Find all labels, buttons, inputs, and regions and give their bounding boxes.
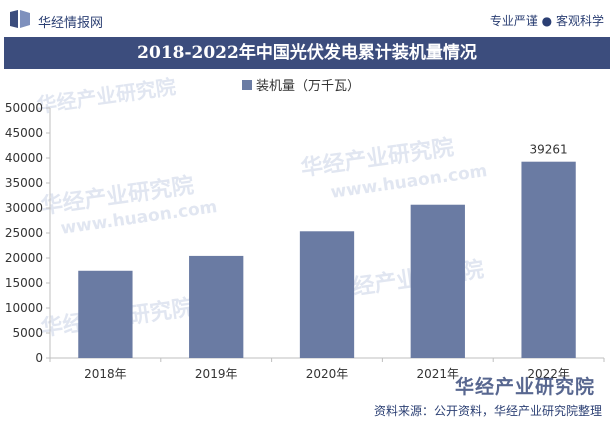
- x-tick-label: 2021年: [417, 367, 460, 381]
- slogan-right: 客观科学: [555, 14, 604, 28]
- y-tick-label: 25000: [5, 226, 43, 240]
- x-tick-label: 2018年: [84, 367, 127, 381]
- y-tick-label: 50000: [5, 101, 43, 115]
- bar: [521, 161, 576, 358]
- bar: [410, 204, 465, 358]
- brand-logo-icon: [10, 10, 30, 28]
- legend-label: 装机量（万千瓦）: [256, 79, 360, 94]
- chart-title: 2018-2022年中国光伏发电累计装机量情况: [137, 43, 477, 63]
- y-tick-label: 5000: [12, 326, 43, 340]
- slogan-separator: ●: [541, 14, 553, 28]
- title-band: 2018-2022年中国光伏发电累计装机量情况: [4, 37, 610, 69]
- bar: [78, 270, 133, 358]
- y-tick-label: 30000: [5, 201, 43, 215]
- x-tick-label: 2019年: [195, 367, 238, 381]
- x-tick-label: 2022年: [527, 367, 570, 381]
- y-tick-label: 45000: [5, 126, 43, 140]
- brand-name: 华经情报网: [38, 16, 104, 31]
- x-tick-label: 2020年: [306, 367, 349, 381]
- y-tick-label: 35000: [5, 176, 43, 190]
- bar: [189, 255, 244, 358]
- y-tick-label: 0: [35, 351, 43, 365]
- legend-swatch: [242, 80, 252, 90]
- data-label: 39261: [530, 143, 568, 157]
- source-note: 资料来源：公开资料，华经产业研究院整理: [373, 404, 602, 418]
- y-tick-label: 20000: [5, 251, 43, 265]
- slogan: 专业严谨 ● 客观科学: [490, 12, 604, 29]
- top-bar: 华经情报网 专业严谨 ● 客观科学: [0, 0, 614, 34]
- y-tick-label: 10000: [5, 301, 43, 315]
- y-tick-label: 40000: [5, 151, 43, 165]
- slogan-left: 专业严谨: [489, 14, 538, 28]
- y-tick-label: 15000: [5, 276, 43, 290]
- footer-brand-watermark: 华经产业研究院: [455, 376, 596, 398]
- bar: [299, 231, 355, 358]
